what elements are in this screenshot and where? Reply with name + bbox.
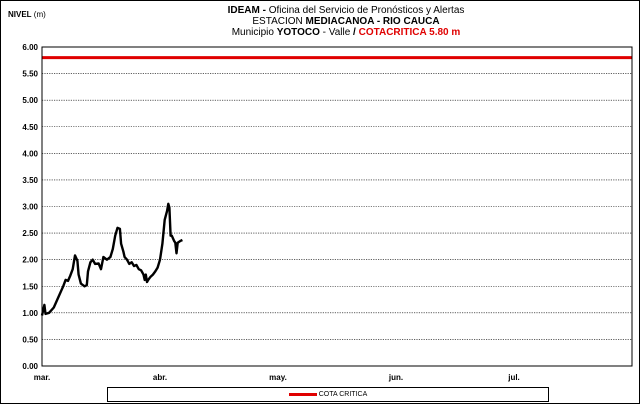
y-tick-label: 2.50 [22,229,38,238]
x-tick-label: abr. [153,373,167,382]
y-tick-label: 2.00 [22,256,38,265]
legend: COTA CRITICA [107,387,549,402]
x-tick-label: may. [269,373,287,382]
y-tick-label: 5.50 [22,70,38,79]
x-tick-labels: mar. abr. may. jun. jul. [34,373,520,382]
x-tick-label: mar. [34,373,50,382]
plot-area-border [42,47,632,366]
y-tick-label: 4.50 [22,123,38,132]
y-tick-label: 1.50 [22,282,38,291]
y-tick-label: 0.00 [22,362,38,371]
y-tick-label: 3.50 [22,176,38,185]
y-tick-label: 6.00 [22,43,38,52]
y-tick-label: 5.00 [22,96,38,105]
y-tick-label: 1.00 [22,309,38,318]
grid-lines [42,74,632,340]
x-tick-label: jul. [507,373,520,382]
y-tick-labels: 0.00 0.50 1.00 1.50 2.00 2.50 3.00 3.50 4.00 4.50… [22,43,38,371]
legend-swatch-critical [289,393,317,396]
y-tick-label: 4.00 [22,149,38,158]
y-tick-label: 0.50 [22,335,38,344]
y-tick-label: 3.00 [22,203,38,212]
x-tick-label: jun. [388,373,403,382]
legend-label-critical: COTA CRITICA [319,391,367,398]
